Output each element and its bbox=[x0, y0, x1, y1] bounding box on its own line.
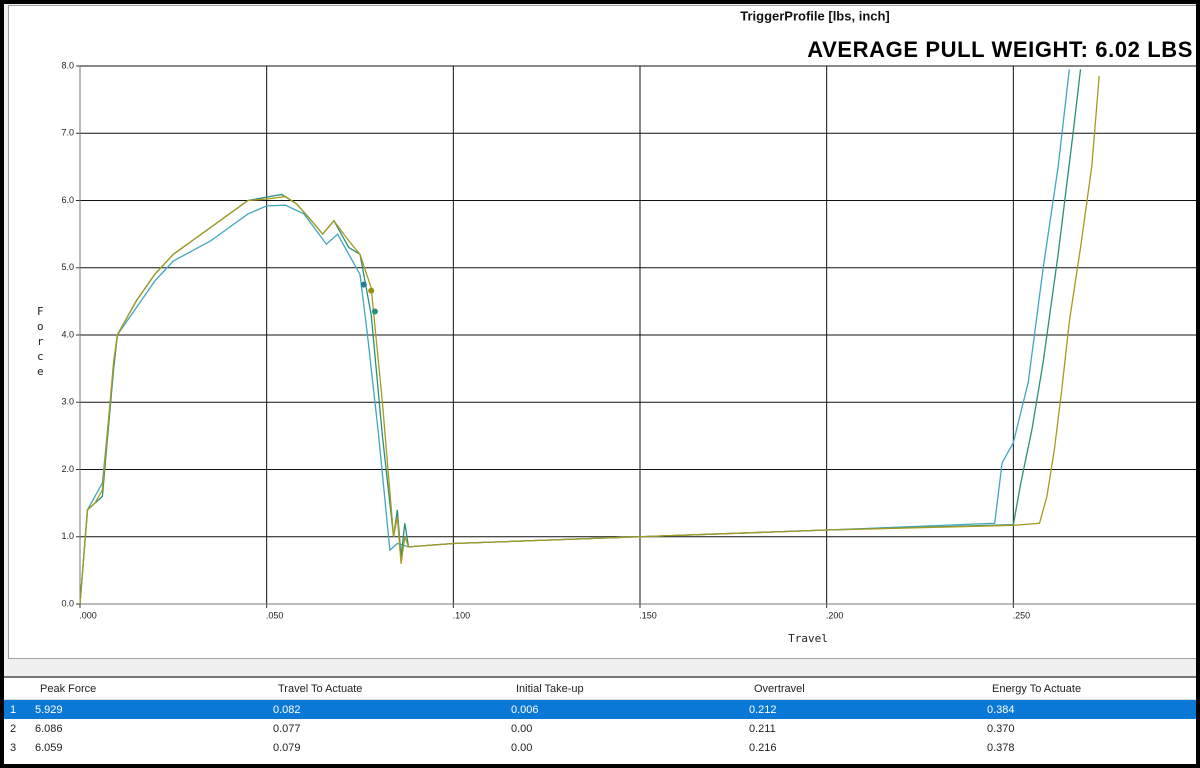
cell: 0.370 bbox=[987, 722, 1015, 735]
results-table: Peak Force Travel To Actuate Initial Take-… bbox=[4, 678, 1196, 757]
series-line bbox=[79, 69, 1070, 605]
y-tick-label: 4.0 bbox=[61, 329, 74, 339]
column-header: Energy To Actuate bbox=[987, 678, 1196, 700]
row-index: 1 bbox=[10, 703, 17, 716]
column-header: Peak Force bbox=[35, 678, 273, 700]
y-tick-label: 0.0 bbox=[61, 598, 74, 608]
y-tick-label: 3.0 bbox=[61, 397, 74, 407]
y-tick-label: 5.0 bbox=[61, 262, 74, 272]
cell: 0.212 bbox=[749, 703, 777, 716]
cell: 0.216 bbox=[749, 741, 777, 754]
x-tick-label: .200 bbox=[826, 610, 844, 620]
cell: 0.211 bbox=[749, 722, 776, 735]
cell: 0.079 bbox=[273, 741, 301, 754]
cell: 6.059 bbox=[35, 741, 63, 754]
actuation-marker bbox=[368, 287, 375, 294]
y-tick-label: 2.0 bbox=[61, 464, 74, 474]
header-row: Peak Force Travel To Actuate Initial Take-… bbox=[4, 678, 1196, 700]
actuation-marker bbox=[371, 308, 378, 315]
cell: 0.006 bbox=[511, 703, 539, 716]
cell: 0.077 bbox=[273, 722, 301, 735]
y-tick-label: 6.0 bbox=[61, 195, 74, 205]
row-index: 3 bbox=[10, 741, 17, 754]
cell: 5.929 bbox=[35, 703, 63, 716]
chart: TriggerProfile [lbs, inch] AVERAGE PULL … bbox=[37, 8, 1196, 645]
column-header: Travel To Actuate bbox=[273, 678, 511, 700]
header-corner bbox=[4, 678, 35, 700]
results-grid: Peak Force Travel To Actuate Initial Take-… bbox=[4, 676, 1196, 764]
cell: 0.378 bbox=[987, 741, 1015, 754]
x-tick-label: .100 bbox=[453, 610, 471, 620]
x-tick-label: .000 bbox=[79, 610, 97, 620]
chart-title: TriggerProfile [lbs, inch] bbox=[740, 8, 890, 23]
series-line bbox=[79, 69, 1082, 605]
series-line bbox=[79, 76, 1100, 605]
cell: 0.384 bbox=[987, 703, 1015, 716]
actuation-marker bbox=[360, 281, 367, 288]
column-header: Overtravel bbox=[749, 678, 987, 700]
x-axis-title: Travel bbox=[788, 632, 828, 645]
y-tick-label: 1.0 bbox=[61, 531, 74, 541]
x-tick-label: .050 bbox=[266, 610, 284, 620]
x-tick-label: .250 bbox=[1013, 610, 1031, 620]
y-tick-label: 7.0 bbox=[61, 128, 74, 138]
cell: 0.00 bbox=[511, 722, 533, 735]
cell: 0.082 bbox=[273, 703, 301, 716]
annotation: AVERAGE PULL WEIGHT: 6.02 LBS bbox=[807, 37, 1193, 62]
chart-panel: TriggerProfile [lbs, inch] AVERAGE PULL … bbox=[8, 5, 1196, 659]
window: TriggerProfile [lbs, inch] AVERAGE PULL … bbox=[4, 4, 1196, 764]
x-tick-label: .150 bbox=[639, 610, 657, 620]
result-row[interactable]: 3 6.059 0.079 0.00 0.216 0.378 bbox=[4, 738, 1196, 757]
cell: 6.086 bbox=[35, 722, 63, 735]
column-header: Initial Take-up bbox=[511, 678, 749, 700]
cell: 0.00 bbox=[511, 741, 533, 754]
result-row[interactable]: 2 6.086 0.077 0.00 0.211 0.370 bbox=[4, 719, 1196, 738]
row-index: 2 bbox=[10, 722, 17, 735]
y-tick-label: 8.0 bbox=[61, 60, 74, 70]
result-row[interactable]: 1 5.929 0.082 0.006 0.212 0.384 bbox=[4, 699, 1196, 719]
